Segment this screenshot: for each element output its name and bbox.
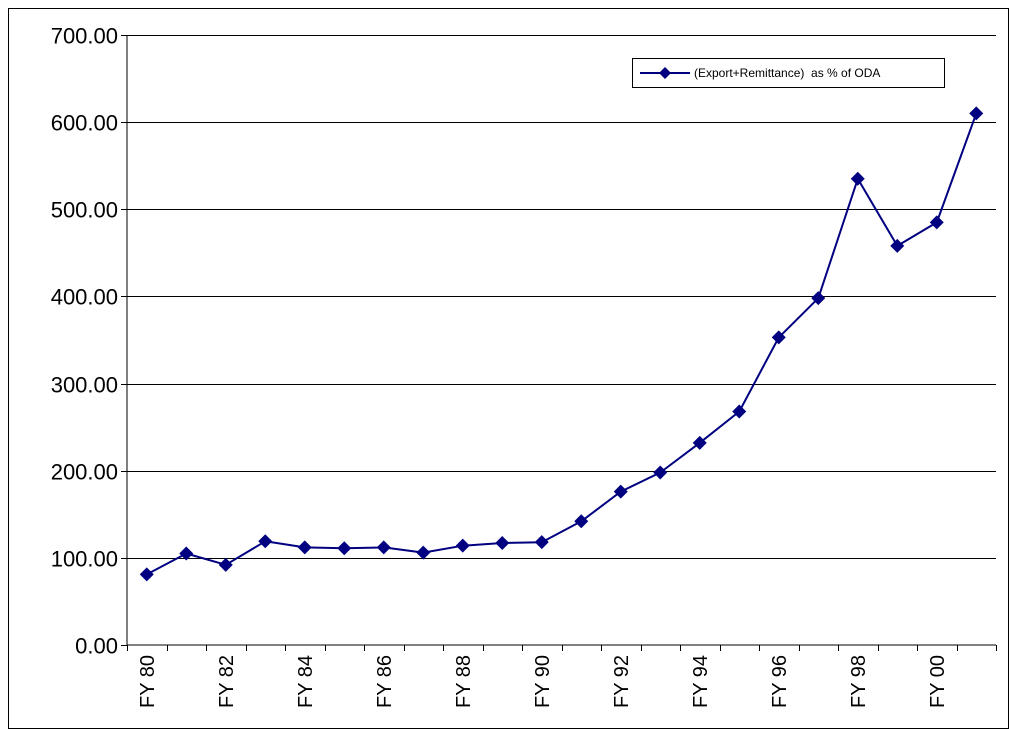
data-point-marker <box>692 435 707 450</box>
data-point-marker <box>771 330 786 345</box>
data-point-marker <box>732 404 747 419</box>
y-tick-label: 400.00 <box>51 285 118 310</box>
data-point-marker <box>218 557 233 572</box>
data-point-marker <box>653 465 668 480</box>
x-tick-label: FY 98 <box>848 655 870 708</box>
x-tick-layer: FY 80 FY 82 FY 84 FY 86 FY 88 FY 90 FY 92 FY 94… <box>127 645 997 708</box>
y-tick-label: 700.00 <box>51 24 118 49</box>
legend-label: (Export+Remittance) as % of ODA <box>694 66 880 80</box>
y-tick-label: 300.00 <box>51 373 118 398</box>
data-point-marker <box>139 567 154 582</box>
y-tick-label: 0.00 <box>75 634 118 659</box>
legend: (Export+Remittance) as % of ODA <box>632 58 945 88</box>
x-tick-label: FY 84 <box>295 655 317 708</box>
x-tick-label: FY 00 <box>927 655 949 708</box>
data-point-marker <box>258 534 273 549</box>
axis-layer <box>126 35 996 646</box>
x-tick-label: FY 96 <box>769 655 791 708</box>
y-tick-label: 100.00 <box>51 547 118 572</box>
series-line <box>146 113 978 576</box>
y-tick-label: 200.00 <box>51 460 118 485</box>
y-tick-layer: 0.00 100.00 200.00 300.00 400.00 500.00 600.00… <box>51 24 127 659</box>
data-point-marker <box>376 540 391 555</box>
data-point-marker <box>297 540 312 555</box>
data-point-marker <box>416 545 431 560</box>
x-tick-label: FY 86 <box>374 655 396 708</box>
data-point-marker <box>179 546 194 561</box>
data-point-marker <box>574 514 589 529</box>
y-tick-label: 600.00 <box>51 111 118 136</box>
data-point-marker <box>534 535 549 550</box>
data-point-marker <box>337 541 352 556</box>
data-point-marker <box>850 171 865 186</box>
data-point-marker <box>811 291 826 306</box>
data-point-marker <box>455 538 470 553</box>
series-layer <box>139 106 984 582</box>
chart-frame <box>8 8 1009 729</box>
data-point-marker <box>495 536 510 551</box>
data-point-marker <box>890 238 905 253</box>
x-tick-label: FY 94 <box>690 655 712 708</box>
x-tick-label: FY 92 <box>611 655 633 708</box>
x-tick-label: FY 90 <box>532 655 554 708</box>
x-tick-label: FY 80 <box>137 655 159 708</box>
grid-layer <box>127 35 996 559</box>
legend-marker <box>659 67 671 79</box>
y-tick-label: 500.00 <box>51 198 118 223</box>
data-point-marker <box>613 484 628 499</box>
data-point-marker <box>969 106 984 121</box>
data-point-marker <box>929 215 944 230</box>
x-tick-label: FY 88 <box>453 655 475 708</box>
x-tick-label: FY 82 <box>216 655 238 708</box>
